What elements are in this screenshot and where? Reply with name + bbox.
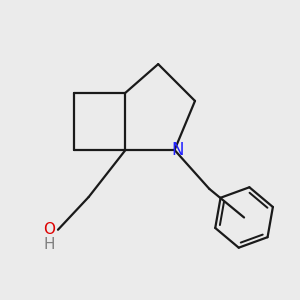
Text: H: H: [43, 237, 55, 252]
Text: O: O: [43, 222, 55, 237]
Text: N: N: [172, 141, 184, 159]
